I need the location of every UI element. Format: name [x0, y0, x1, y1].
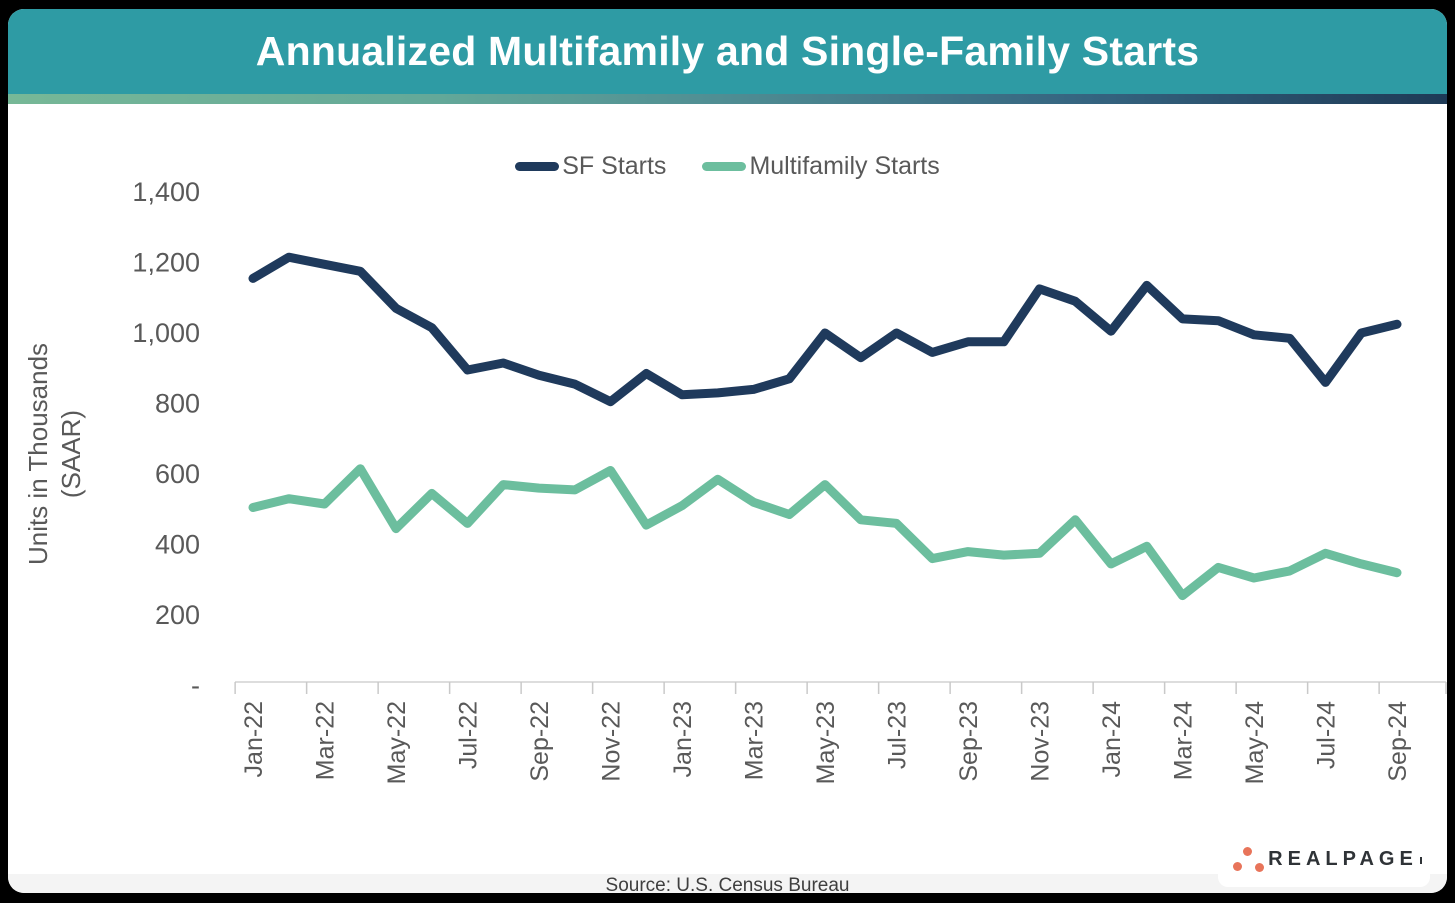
y-tick-label: 1,400 [132, 177, 200, 207]
chart-card: Annualized Multifamily and Single-Family… [8, 9, 1447, 893]
y-axis-title: Units in Thousands (SAAR) [22, 294, 90, 614]
y-tick-label: 800 [155, 389, 200, 419]
realpage-logo-text: REALPAGE [1268, 847, 1418, 870]
legend-label: SF Starts [562, 152, 667, 180]
realpage-logo: REALPAGE [1218, 831, 1430, 887]
chart-area: SF Starts Multifamily Starts Units in Tho… [8, 104, 1447, 874]
y-tick-label: 600 [155, 459, 200, 489]
x-tick-label: May-22 [383, 701, 411, 784]
x-tick-label: Jan-22 [240, 701, 268, 777]
chart-title-bar: Annualized Multifamily and Single-Family… [8, 9, 1447, 94]
source-note: Source: U.S. Census Bureau [605, 875, 850, 893]
y-axis-title-line1: Units in Thousands [23, 342, 53, 566]
y-tick-label: - [191, 671, 200, 701]
x-tick-label: Sep-24 [1384, 701, 1412, 782]
trademark-mark [1419, 856, 1422, 864]
realpage-logo-dots [1226, 838, 1268, 880]
x-tick-label: Jan-24 [1098, 701, 1126, 778]
series-line-sf-starts [248, 252, 1402, 407]
y-tick-label: 1,000 [132, 318, 200, 348]
legend-item: Multifamily Starts [702, 152, 940, 181]
logo-dot [1233, 862, 1243, 871]
x-tick-label: Nov-22 [598, 701, 626, 782]
y-tick-label: 400 [155, 530, 200, 560]
series-line-multifamily-starts [248, 464, 1402, 601]
chart-legend: SF Starts Multifamily Starts [8, 152, 1447, 181]
chart-title: Annualized Multifamily and Single-Family… [255, 28, 1200, 74]
x-tick-label: Jul-24 [1313, 701, 1341, 769]
x-tick-label: Mar-24 [1170, 701, 1198, 780]
x-tick-label: Jul-23 [884, 701, 912, 769]
logo-dot [1255, 863, 1265, 872]
x-tick-label: Nov-23 [1027, 701, 1055, 782]
x-tick-label: May-23 [812, 701, 840, 784]
x-tick-label: Jan-23 [669, 701, 697, 777]
x-tick-label: Mar-23 [741, 701, 769, 780]
y-axis-title-line2: (SAAR) [55, 409, 86, 499]
header-gradient-bar [8, 94, 1447, 104]
logo-dot [1243, 847, 1253, 856]
y-tick-label: 1,200 [132, 248, 200, 278]
x-tick-label: Jul-22 [455, 701, 483, 769]
x-tick-label: Sep-22 [526, 701, 554, 782]
legend-swatch [515, 162, 560, 171]
source-note-bar: Source: U.S. Census Bureau [8, 874, 1447, 893]
x-tick-label: May-24 [1241, 701, 1269, 784]
legend-swatch [702, 162, 747, 171]
y-tick-label: 200 [155, 600, 200, 630]
x-tick-label: Mar-22 [312, 701, 340, 780]
legend-item: SF Starts [515, 152, 666, 181]
x-tick-label: Sep-23 [955, 701, 983, 782]
legend-label: Multifamily Starts [749, 152, 940, 180]
line-chart: - 200 400 600 800 1,000 1,200 1,400 Jan-22 Mar-22… [132, 177, 1447, 784]
